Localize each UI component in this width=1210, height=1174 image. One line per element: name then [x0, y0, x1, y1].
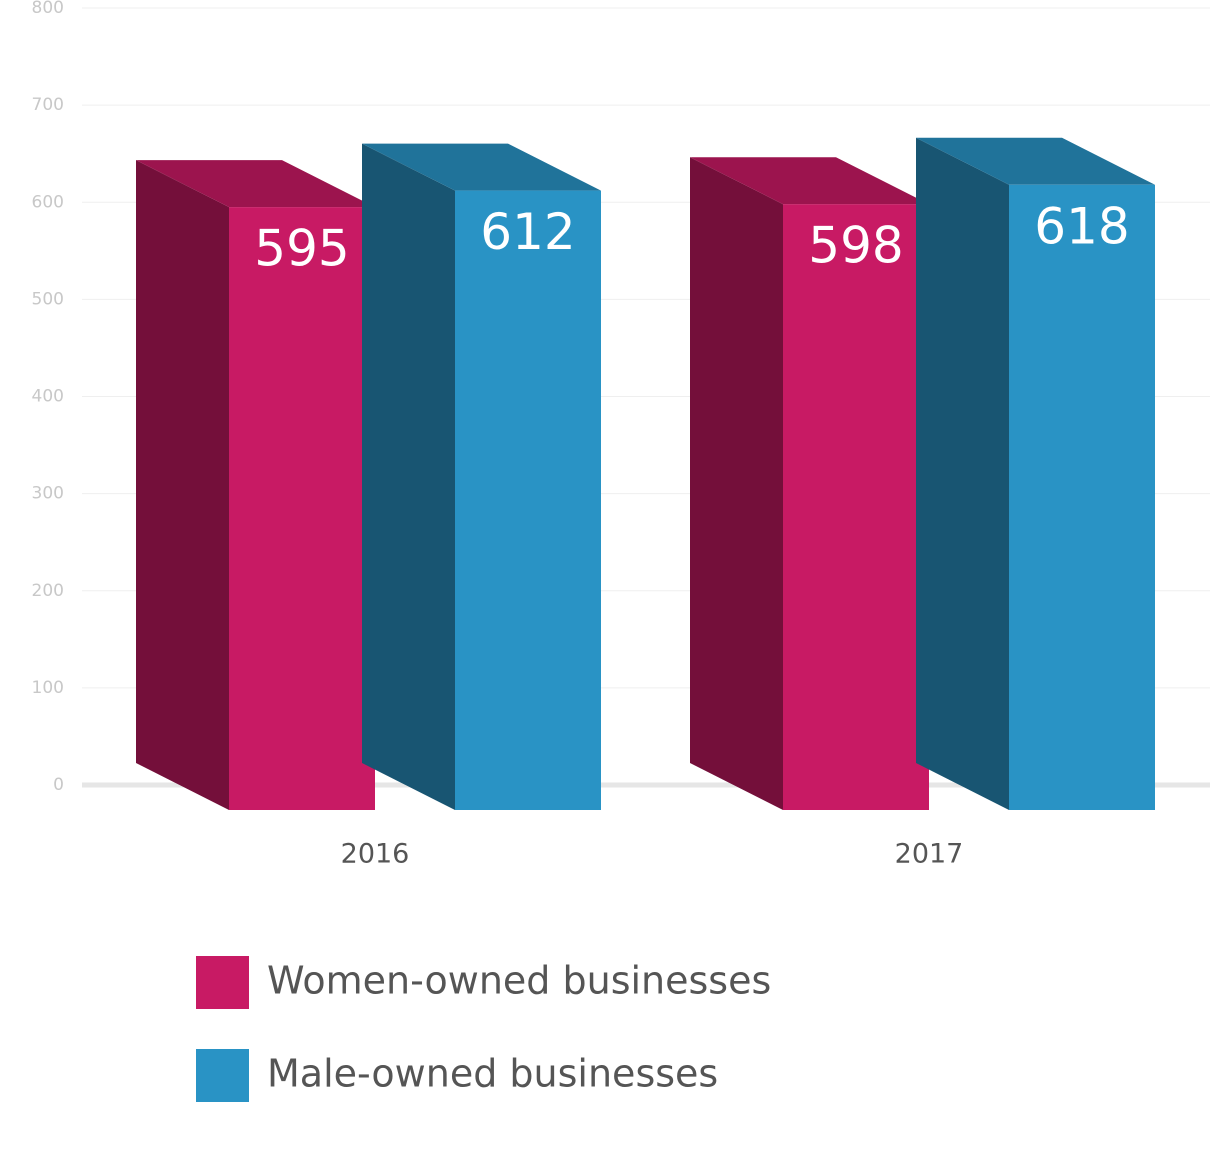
y-tick-label: 400 [32, 387, 64, 407]
y-tick-label: 800 [32, 0, 64, 18]
legend-label: Male-owned businesses [267, 1052, 718, 1096]
legend-swatch [196, 1049, 249, 1102]
value-label: 612 [480, 203, 575, 261]
bar-side [690, 157, 783, 810]
bar [229, 207, 375, 810]
legend-label: Women-owned businesses [267, 959, 771, 1003]
value-label: 598 [808, 217, 903, 275]
value-label: 618 [1034, 197, 1129, 255]
bar-side [916, 137, 1009, 810]
x-tick-label: 2016 [341, 839, 410, 870]
bar-top [916, 137, 1155, 185]
bar-top [690, 157, 929, 205]
y-tick-label: 100 [32, 678, 64, 698]
y-tick-label: 200 [32, 581, 64, 601]
bar-top [362, 143, 601, 191]
y-tick-label: 700 [32, 95, 64, 115]
value-label: 595 [254, 220, 349, 278]
bar-side [136, 160, 229, 810]
x-tick-label: 2017 [895, 839, 964, 870]
bar [1009, 184, 1155, 810]
y-tick-label: 500 [32, 289, 64, 309]
legend-swatch [196, 956, 249, 1009]
bar [783, 204, 929, 810]
y-tick-label: 300 [32, 484, 64, 504]
y-tick-label: 600 [32, 192, 64, 212]
bar-side [362, 143, 455, 811]
bar [455, 190, 601, 811]
y-tick-label: 0 [53, 775, 64, 795]
bar-top [136, 160, 375, 208]
